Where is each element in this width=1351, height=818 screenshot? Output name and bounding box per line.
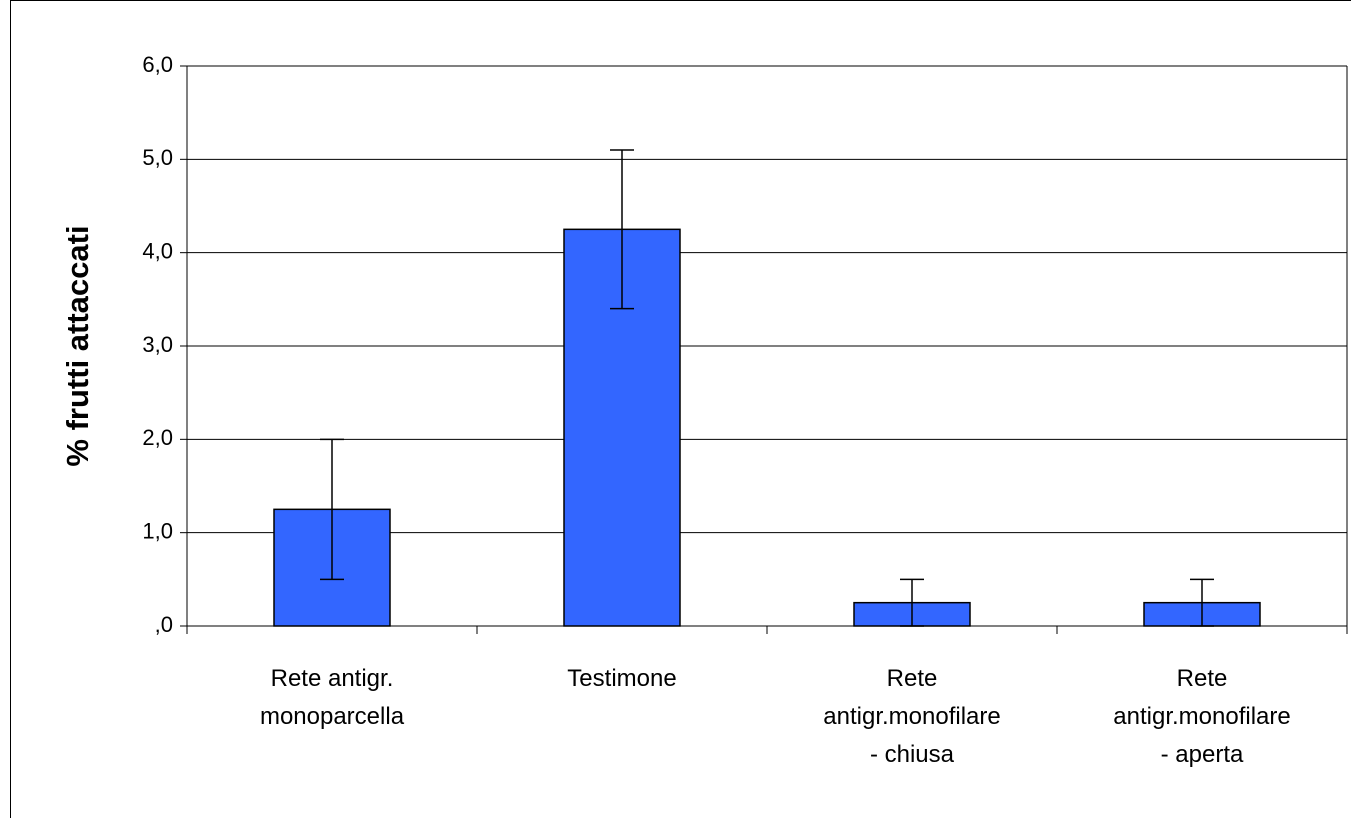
- chart-frame: [10, 0, 1351, 818]
- x-tick-label: Rete antigr.monofilare - chiusa: [823, 665, 1001, 768]
- y-tick-label: ,0: [155, 612, 173, 637]
- x-tick-label: Testimone: [567, 665, 677, 692]
- y-tick-label: 3,0: [142, 332, 173, 357]
- y-tick-label: 1,0: [142, 518, 173, 543]
- y-tick-label: 2,0: [142, 425, 173, 450]
- y-axis-title: % frutti attaccati: [60, 225, 95, 466]
- y-tick-label: 4,0: [142, 238, 173, 263]
- y-tick-label: 5,0: [142, 145, 173, 170]
- x-tick-label: Rete antigr.monofilare - aperta: [1113, 665, 1291, 768]
- y-tick-label: 6,0: [142, 52, 173, 77]
- x-tick-label: Rete antigr. monoparcella: [259, 665, 405, 730]
